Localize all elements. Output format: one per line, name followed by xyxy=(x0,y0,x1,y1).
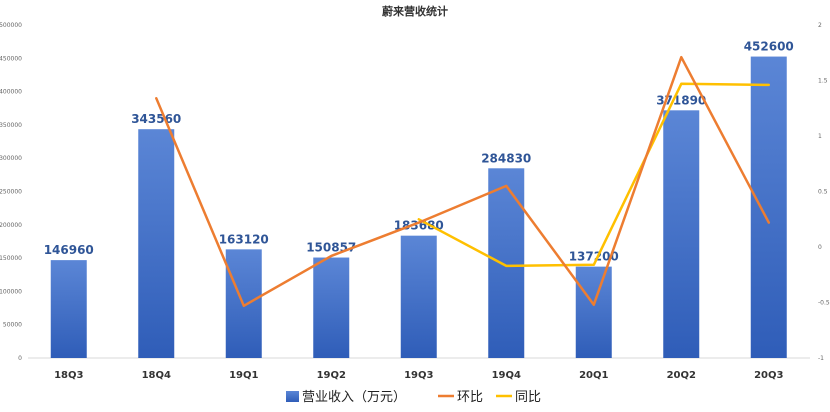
y-right-tick-label: 0 xyxy=(818,244,822,251)
y-left-tick-label: 350000 xyxy=(0,122,22,129)
revenue-bar xyxy=(138,129,175,358)
revenue-data-label: 146960 xyxy=(44,243,94,257)
legend-label-yoy: 同比 xyxy=(515,390,541,405)
revenue-data-label: 183680 xyxy=(394,219,444,233)
y-left-tick-label: 200000 xyxy=(0,222,22,229)
x-tick-label: 20Q2 xyxy=(667,370,696,381)
y-left-tick-label: 0 xyxy=(18,355,22,362)
y-left-tick-label: 150000 xyxy=(0,255,22,262)
y-right-tick-label: 0.5 xyxy=(818,189,828,196)
x-tick-label: 18Q3 xyxy=(54,370,83,381)
revenue-data-label: 452600 xyxy=(744,40,794,54)
y-right-tick-label: -1 xyxy=(818,355,824,362)
revenue-bar xyxy=(750,56,787,359)
x-tick-label: 19Q3 xyxy=(404,370,433,381)
revenue-bar xyxy=(575,266,612,358)
x-tick-label: 20Q1 xyxy=(579,370,608,381)
x-tick-label: 19Q4 xyxy=(492,370,521,381)
revenue-bar xyxy=(313,257,350,358)
y-left-tick-label: 250000 xyxy=(0,189,22,196)
revenue-data-label: 163120 xyxy=(219,232,269,246)
revenue-bar xyxy=(50,260,87,358)
revenue-data-label: 150857 xyxy=(306,241,356,255)
revenue-data-label: 137200 xyxy=(569,250,619,264)
x-tick-label: 19Q2 xyxy=(317,370,346,381)
y-left-tick-label: 500000 xyxy=(0,22,22,29)
x-tick-label: 18Q4 xyxy=(142,370,171,381)
revenue-bar xyxy=(663,110,700,358)
chart-title: 蔚来营收统计 xyxy=(382,4,448,18)
bar-data-labels: 146960 343560 163120 150857 183680 284830 1372… xyxy=(44,40,794,264)
y-left-tick-label: 100000 xyxy=(0,288,22,295)
right-y-axis: -1 -0.5 0 0.5 1 1.5 2 xyxy=(818,22,830,362)
legend-label-qoq: 环比 xyxy=(457,390,483,405)
y-right-tick-label: -0.5 xyxy=(818,300,830,307)
y-left-tick-label: 300000 xyxy=(0,155,22,162)
revenue-bar xyxy=(400,235,437,358)
yoy-line xyxy=(417,82,771,268)
y-left-tick-label: 450000 xyxy=(0,55,22,62)
revenue-data-label: 284830 xyxy=(481,151,531,165)
left-y-axis: 0 50000 100000 150000 200000 250000 300000 3500… xyxy=(0,22,22,362)
bar-series xyxy=(50,56,787,359)
y-left-tick-label: 400000 xyxy=(0,89,22,96)
legend-swatch-revenue xyxy=(286,391,299,402)
line-series xyxy=(155,55,771,308)
revenue-data-label: 343560 xyxy=(131,112,181,126)
legend: 营业收入（万元） 环比 同比 xyxy=(286,390,541,405)
y-right-tick-label: 1 xyxy=(818,133,822,140)
revenue-data-label: 371890 xyxy=(656,93,706,107)
qoq-line xyxy=(155,55,771,308)
y-right-tick-label: 1.5 xyxy=(818,78,828,85)
y-left-tick-label: 50000 xyxy=(3,322,22,329)
revenue-bar xyxy=(488,168,525,358)
x-tick-label: 19Q1 xyxy=(229,370,258,381)
y-right-tick-label: 2 xyxy=(818,22,822,29)
x-tick-label: 20Q3 xyxy=(754,370,783,381)
x-axis-tick-labels: 18Q3 18Q4 19Q1 19Q2 19Q3 19Q4 20Q1 20Q2 20Q3 xyxy=(54,370,783,381)
legend-label-revenue: 营业收入（万元） xyxy=(302,390,406,405)
